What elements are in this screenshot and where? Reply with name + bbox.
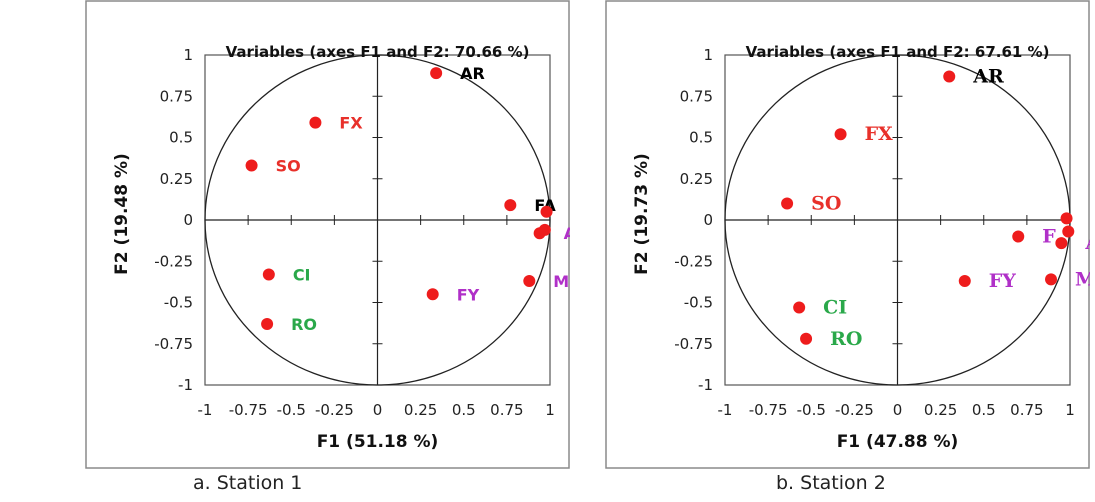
point-ci — [262, 268, 275, 281]
x-tick-label: -1 — [198, 401, 213, 419]
y-tick-label: -0.75 — [674, 335, 713, 353]
y-axis-label: F2 (19.48 %) — [112, 153, 132, 275]
x-tick-label: -0.25 — [835, 401, 874, 419]
point-label-ro: RO — [830, 328, 862, 350]
point-ro — [800, 332, 813, 345]
point-label-ar: AR — [972, 65, 1004, 87]
x-tick-label: 1 — [545, 401, 555, 419]
point-aa — [1055, 237, 1068, 250]
point-so — [781, 197, 794, 210]
point-label-pf: PF — [569, 221, 570, 240]
point-label-ci: CI — [293, 265, 311, 284]
y-axis-label: F2 (19.73 %) — [632, 153, 652, 275]
x-axis-label: F1 (47.88 %) — [837, 432, 959, 452]
point-label-so: SO — [276, 157, 301, 176]
point-label-ar: AR — [460, 64, 485, 83]
x-tick-label: 0 — [893, 401, 903, 419]
point-mf — [523, 275, 536, 288]
x-tick-label: 1 — [1065, 401, 1075, 419]
y-tick-label: -1 — [698, 376, 713, 394]
point-mf — [1045, 273, 1058, 286]
x-tick-label: 0.5 — [972, 401, 996, 419]
chart-panel-station-1: 1 0.75 0.5 0.25 0 -0.25 -0.5 -0.75 -1 -1 -0.75 -0.5… — [85, 0, 570, 470]
point-label-ro: RO — [291, 315, 317, 334]
point-f — [540, 205, 553, 218]
point-label-fy: FY — [457, 285, 480, 304]
point-ar — [430, 67, 443, 80]
point-fa — [504, 199, 517, 212]
x-tick-label: 0.75 — [490, 401, 523, 419]
y-tick-label: 0.25 — [680, 170, 713, 188]
y-tick-label: -0.25 — [674, 252, 713, 270]
point-fy — [958, 275, 971, 288]
chart-panel-station-2: 1 0.75 0.5 0.25 0 -0.25 -0.5 -0.75 -1 -1 -0.75 -0.5… — [605, 0, 1090, 470]
point-label-mf: MF — [553, 272, 570, 291]
x-tick-label: -0.5 — [797, 401, 826, 419]
chart-svg-station-2: 1 0.75 0.5 0.25 0 -0.25 -0.5 -0.75 -1 -1 -0.75 -0.5… — [605, 0, 1090, 469]
chart-border — [85, 0, 570, 469]
y-tick-label: 0 — [703, 211, 713, 229]
x-tick-label: 0.25 — [924, 401, 957, 419]
point-f — [1060, 212, 1073, 225]
point-fy — [426, 288, 439, 301]
point-label-aa: AA — [564, 224, 570, 243]
y-tick-label: 0.25 — [160, 170, 193, 188]
y-tick-label: 0 — [183, 211, 193, 229]
y-tick-label: 0.75 — [680, 87, 713, 105]
x-tick-label: -0.75 — [229, 401, 268, 419]
caption-station-1: a. Station 1 — [193, 472, 303, 494]
y-tick-label: -1 — [178, 376, 193, 394]
caption-station-2: b. Station 2 — [776, 472, 886, 494]
y-tick-label: -0.5 — [684, 294, 713, 312]
point-label-mf: MF — [1075, 268, 1090, 290]
y-tick-label: -0.5 — [164, 294, 193, 312]
point-label-fx: FX — [865, 123, 893, 145]
x-tick-label: 0.25 — [404, 401, 437, 419]
y-tick-label: 1 — [183, 46, 193, 64]
chart-title: Variables (axes F1 and F2: 67.61 %) — [746, 43, 1050, 61]
x-tick-label: -0.25 — [315, 401, 354, 419]
point-ro — [261, 317, 274, 330]
point-label-fx: FX — [339, 114, 363, 133]
x-tick-label: -0.5 — [277, 401, 306, 419]
point-fx — [834, 128, 847, 141]
x-tick-label: 0.5 — [452, 401, 476, 419]
chart-title: Variables (axes F1 and F2: 70.66 %) — [226, 43, 530, 61]
point-ar — [943, 70, 956, 83]
point-label-so: SO — [811, 193, 841, 215]
y-tick-label: 1 — [703, 46, 713, 64]
x-tick-label: -1 — [718, 401, 733, 419]
y-tick-label: -0.75 — [154, 335, 193, 353]
chart-border — [605, 0, 1090, 469]
point-label-fy: FY — [989, 270, 1016, 292]
x-tick-label: -0.75 — [749, 401, 788, 419]
x-tick-label: 0 — [373, 401, 383, 419]
y-tick-label: 0.75 — [160, 87, 193, 105]
x-tick-label: 0.75 — [1010, 401, 1043, 419]
point-aa — [533, 227, 546, 240]
x-axis-label: F1 (51.18 %) — [317, 432, 439, 452]
chart-svg-station-1: 1 0.75 0.5 0.25 0 -0.25 -0.5 -0.75 -1 -1 -0.75 -0.5… — [85, 0, 570, 469]
point-f — [1012, 230, 1025, 243]
point-ci — [793, 301, 806, 314]
y-tick-label: 0.5 — [169, 129, 193, 147]
point-fx — [309, 116, 322, 129]
point-label-f: F — [1042, 226, 1056, 248]
point-pf — [1062, 225, 1075, 238]
point-label-ci: CI — [823, 296, 847, 318]
y-tick-label: 0.5 — [689, 129, 713, 147]
y-tick-label: -0.25 — [154, 252, 193, 270]
point-so — [245, 159, 258, 172]
point-label-aa: AA — [1084, 232, 1090, 254]
